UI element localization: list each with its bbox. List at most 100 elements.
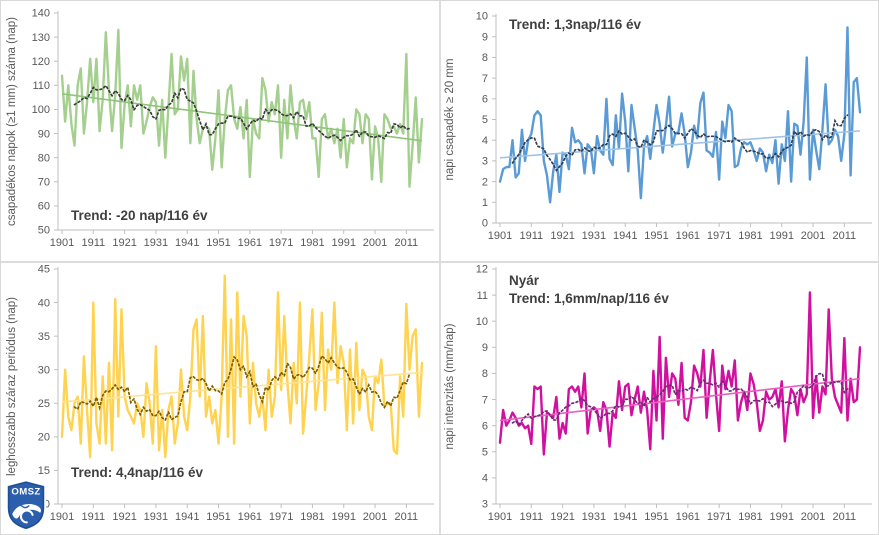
x-tick-label: 1991 — [331, 237, 355, 249]
x-tick-label: 2011 — [395, 511, 419, 523]
omsz-logo-wave-icon — [12, 504, 41, 519]
x-tick-label: 1941 — [175, 511, 199, 523]
x-tick-label: 1951 — [206, 237, 230, 249]
x-tick-label: 1961 — [676, 511, 700, 523]
omsz-logo-graphic: OMSZ — [5, 479, 47, 532]
axes: 0 1 2 3 4 5 6 7 8 9 10 1901 1911 1921 1931 1941 1951 1961… — [476, 11, 872, 242]
x-tick-label: 1981 — [300, 511, 324, 523]
y-tick-label: 80 — [38, 152, 50, 164]
x-tick-label: 2011 — [833, 230, 857, 242]
smoothed-series — [73, 84, 411, 142]
y-tick-label: 6 — [482, 94, 488, 106]
x-tick-label: 1991 — [769, 511, 793, 523]
y-tick-label: 100 — [32, 104, 50, 116]
y-axis-title: napi csapadék ≥ 20 mm — [444, 58, 456, 180]
chart-wet-days: 50 60 70 80 90 100 110 120 130 140 1901 1911 1921 193… — [1, 1, 441, 264]
x-tick-label: 1901 — [488, 511, 512, 523]
trend-annotation: Trend: 1,6mm/nap/116 év — [509, 291, 669, 306]
quadrant-divider-vertical — [439, 1, 441, 534]
x-tick-label: 1921 — [112, 237, 136, 249]
main-series — [498, 26, 862, 204]
x-tick-label: 1991 — [769, 230, 793, 242]
omsz-logo-shield-inner-border — [8, 481, 44, 529]
main-series — [498, 291, 862, 456]
x-tick-label: 1971 — [707, 511, 731, 523]
y-tick-label: 110 — [32, 80, 50, 92]
y-tick-label: 4 — [482, 473, 488, 485]
y-tick-label: 3 — [482, 499, 488, 511]
x-tick-label: 1901 — [50, 511, 74, 523]
y-tick-label: 120 — [32, 56, 50, 68]
x-tick-label: 2001 — [363, 237, 387, 249]
y-tick-label: 25 — [38, 398, 50, 410]
x-tick-label: 2001 — [363, 511, 387, 523]
y-tick-label: 30 — [38, 364, 50, 376]
x-tick-label: 1911 — [519, 230, 543, 242]
x-tick-label: 2011 — [833, 511, 857, 523]
y-tick-label: 6 — [482, 420, 488, 432]
omsz-logo-spiral-icon — [19, 509, 34, 524]
y-tick-label: 70 — [38, 177, 50, 189]
y-tick-label: 50 — [38, 225, 50, 237]
main-series — [60, 28, 424, 188]
trend-annotation: Nyár — [509, 273, 540, 288]
axes: 50 60 70 80 90 100 110 120 130 140 1901 1911 1921 193… — [32, 8, 434, 249]
x-tick-label: 1911 — [81, 237, 105, 249]
x-tick-label: 1931 — [582, 230, 606, 242]
quadrant-divider-horizontal — [1, 261, 878, 263]
x-tick-label: 1961 — [238, 511, 262, 523]
x-tick-label: 1981 — [738, 230, 762, 242]
x-tick-label: 2001 — [801, 230, 825, 242]
x-tick-label: 1931 — [144, 237, 168, 249]
x-tick-label: 1951 — [206, 511, 230, 523]
y-tick-label: 8 — [482, 52, 488, 64]
trend-annotation: Trend: 1,3nap/116 év — [509, 17, 642, 32]
x-tick-label: 1971 — [269, 237, 293, 249]
y-tick-label: 10 — [476, 316, 488, 328]
x-tick-label: 1921 — [112, 511, 136, 523]
omsz-logo: OMSZ — [5, 479, 47, 532]
y-tick-label: 45 — [38, 264, 50, 276]
smoothed-series — [511, 114, 849, 172]
y-tick-label: 0 — [482, 218, 488, 230]
x-tick-label: 1961 — [238, 237, 262, 249]
y-tick-label: 7 — [482, 394, 488, 406]
omsz-logo-gull-icon — [15, 504, 30, 509]
y-tick-label: 11 — [477, 290, 488, 302]
trend-line — [499, 130, 861, 159]
x-tick-label: 1941 — [613, 230, 637, 242]
axes: 1015202530354045190119111921193119411951… — [38, 264, 434, 523]
x-tick-label: 1921 — [550, 230, 574, 242]
chart-longest-dry-period: 1015202530354045190119111921193119411951… — [1, 263, 441, 534]
x-tick-label: 1901 — [50, 237, 74, 249]
y-tick-label: 4 — [482, 135, 488, 147]
omsz-logo-text: OMSZ — [11, 487, 40, 498]
trend-annotation: Trend: 4,4nap/116 év — [71, 465, 204, 480]
chart-daily-precip-ge-20mm: 0 1 2 3 4 5 6 7 8 9 10 1901 1911 1921 1931 1941 1951 1961… — [439, 1, 878, 264]
main-series — [60, 274, 424, 459]
x-tick-label: 1931 — [144, 511, 168, 523]
y-tick-label: 3 — [482, 156, 488, 168]
x-tick-label: 1911 — [519, 511, 543, 523]
x-tick-label: 1971 — [707, 230, 731, 242]
y-tick-label: 7 — [482, 73, 488, 85]
y-tick-label: 90 — [38, 128, 50, 140]
x-tick-label: 1991 — [331, 511, 355, 523]
y-tick-label: 20 — [38, 432, 50, 444]
y-tick-label: 60 — [38, 201, 50, 213]
smoothed-series — [511, 372, 849, 427]
x-tick-label: 1921 — [550, 511, 574, 523]
y-axis-title: csapadékos napok (≥1 mm) száma (nap) — [6, 17, 18, 226]
y-tick-label: 140 — [32, 8, 50, 20]
y-tick-label: 130 — [32, 32, 50, 44]
smoothed-series — [73, 354, 411, 422]
x-tick-label: 2001 — [801, 511, 825, 523]
x-tick-label: 1941 — [613, 511, 637, 523]
y-tick-label: 5 — [482, 114, 488, 126]
axes: 3 4 5 6 7 8 9 10 11 12 1901 1911 1921 1931 1941 1951 196… — [476, 264, 872, 523]
y-tick-label: 35 — [38, 331, 50, 343]
y-tick-label: 5 — [482, 447, 488, 459]
x-tick-label: 1951 — [644, 230, 668, 242]
x-tick-label: 1981 — [300, 237, 324, 249]
x-tick-label: 1941 — [175, 237, 199, 249]
